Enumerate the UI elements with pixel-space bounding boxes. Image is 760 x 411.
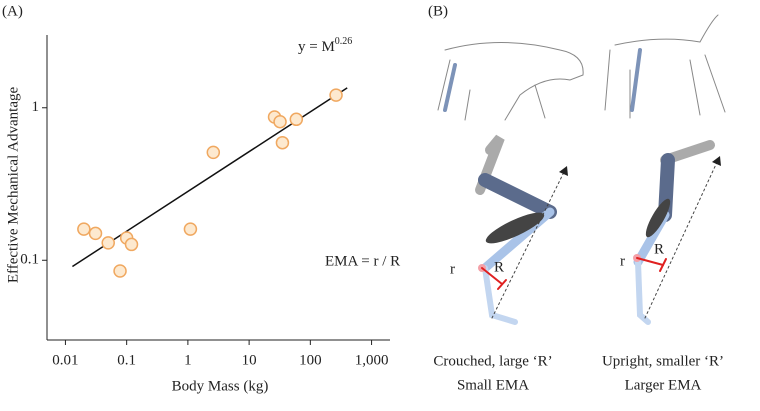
equation-exponent: 0.26	[335, 36, 353, 47]
x-tick-label: 0.01	[52, 352, 78, 368]
r-label: r	[620, 253, 625, 269]
data-point	[275, 135, 290, 150]
y-tick-label: 0.1	[20, 252, 39, 268]
data-point	[183, 222, 198, 236]
caption: Small EMA	[457, 377, 529, 393]
caption: Crouched, large ‘R’	[433, 353, 552, 369]
R-label: R	[654, 241, 664, 257]
caption: Upright, smaller ‘R’	[602, 353, 724, 369]
R-label: R	[494, 259, 504, 275]
data-point	[206, 145, 221, 160]
equation: y = M0.26	[298, 36, 352, 55]
data-point	[88, 226, 103, 241]
r-label: r	[450, 261, 455, 277]
panel-label: (B)	[428, 3, 448, 19]
data-point	[113, 264, 127, 278]
data-point	[101, 236, 115, 250]
y-tick-label: 1	[32, 99, 40, 115]
data-point	[124, 237, 139, 252]
x-tick-label: 1,000	[355, 352, 389, 368]
leg-illustration-right	[604, 14, 726, 325]
x-axis-label: Body Mass (kg)	[172, 378, 269, 394]
x-tick-label: 100	[299, 352, 322, 368]
data-point	[289, 112, 304, 127]
x-tick-label: 10	[242, 352, 257, 368]
y-axis-label: Effective Mechanical Advantage	[5, 87, 21, 284]
annotation: EMA = r / R	[325, 253, 400, 269]
leg-illustration-left	[437, 42, 584, 325]
x-tick-label: 1	[184, 352, 192, 368]
data-point	[273, 114, 287, 129]
x-tick-label: 0.1	[117, 352, 136, 368]
panel-label: (A)	[2, 3, 23, 19]
equation-base: y = M	[298, 39, 335, 55]
caption: Larger EMA	[625, 377, 702, 393]
data-point	[77, 222, 91, 236]
data-point	[329, 88, 343, 102]
